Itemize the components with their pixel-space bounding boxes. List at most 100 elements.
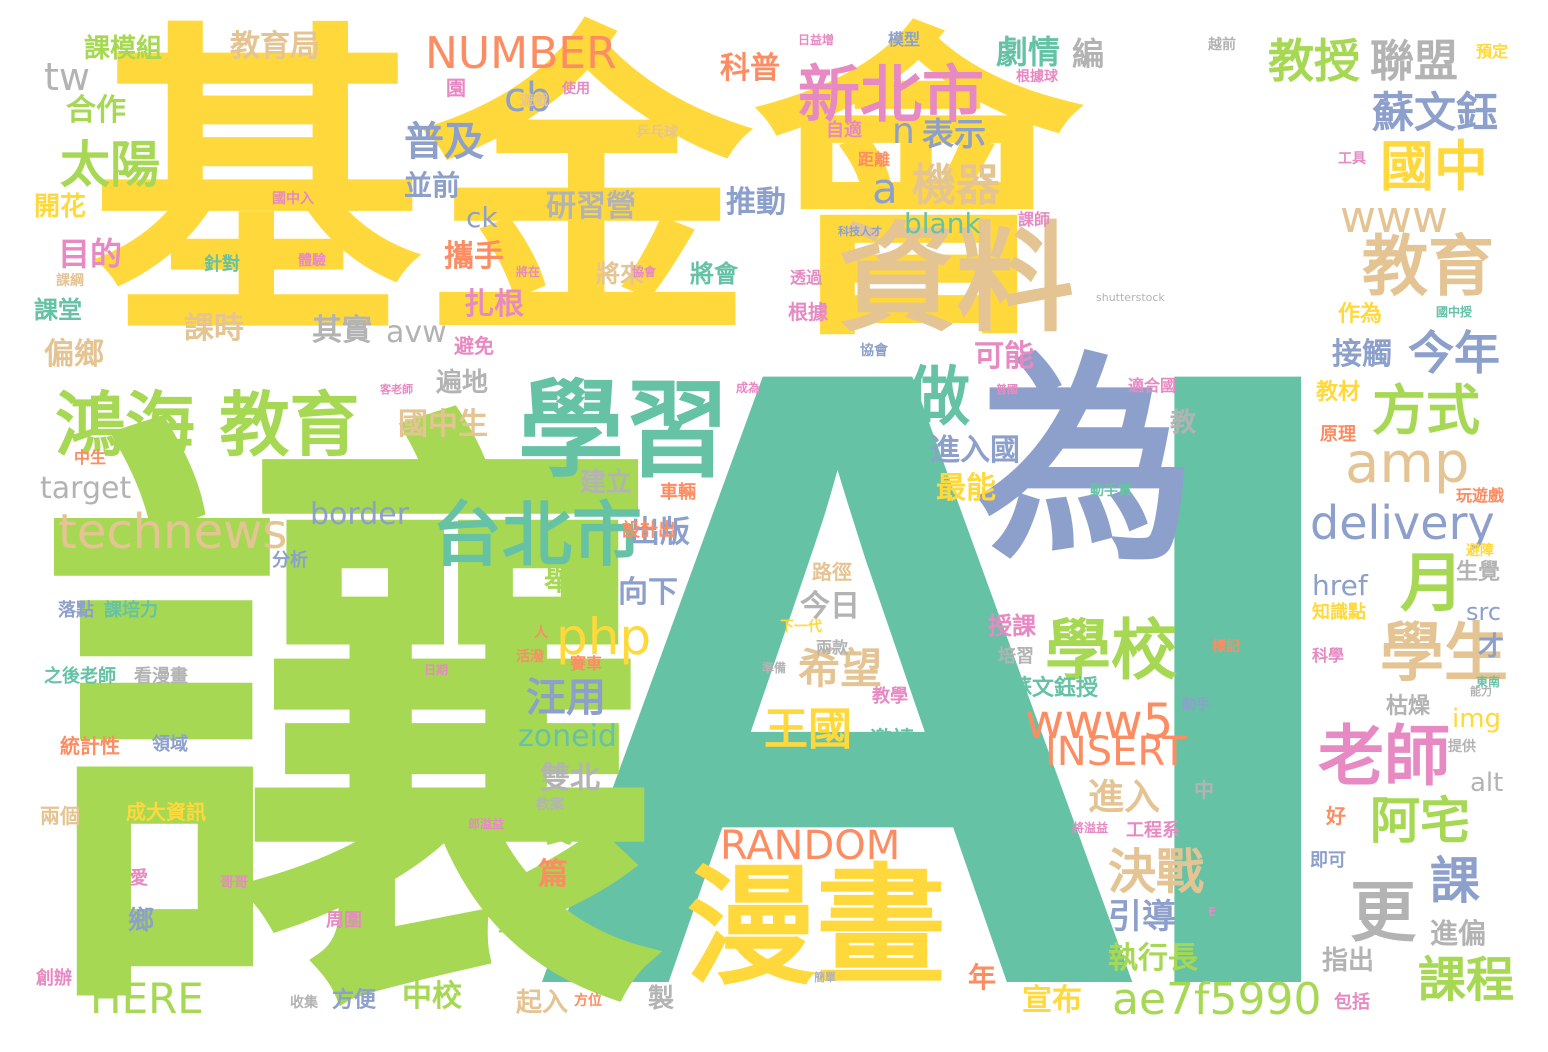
word-yuan: 園: [446, 76, 466, 100]
word-jiechu: 接觸: [1332, 337, 1392, 372]
word-ren: 人: [534, 625, 548, 641]
word-baokuo: 包括: [1334, 992, 1370, 1013]
word-liangkuan: 兩款: [816, 638, 849, 657]
word-juezhan: 決戰: [1108, 844, 1205, 900]
word-kanmanhua: 看漫畫: [134, 666, 188, 687]
word-jinru: 進入: [1088, 777, 1161, 818]
word-lingyu: 領域: [152, 734, 188, 755]
word-qiru: 起入: [516, 988, 569, 1018]
word-xiehui2: 協會: [632, 265, 657, 279]
word-zhunbei: 準備: [762, 661, 787, 675]
word-taibeishi: 台北市: [432, 494, 642, 576]
word-peixi: 培習: [998, 646, 1034, 667]
word-kexue: 科學: [1312, 646, 1345, 665]
word-taiyang: 太陽: [60, 136, 160, 194]
word-www5: www5: [1025, 694, 1174, 750]
word-manhua: 漫畫: [686, 851, 947, 1003]
word-biaoji: 標記: [1212, 639, 1240, 655]
word-ziliao: 資料: [838, 210, 1075, 348]
word-guozhong: 國中: [1380, 135, 1488, 198]
word-yueqian: 越前: [1208, 37, 1236, 53]
word-jinnian: 今年: [1408, 326, 1500, 380]
word-dongshoushi: 動手實: [1090, 483, 1132, 499]
word-fangshi: 方式: [1372, 379, 1480, 442]
word-wangyong: 汪用: [526, 675, 606, 721]
word-touguo: 透過: [790, 268, 823, 287]
word-border: border: [310, 497, 410, 532]
word-ai-love: 愛: [130, 868, 148, 889]
word-shuangbei: 雙北: [540, 761, 600, 796]
word-tigong: 提供: [1448, 739, 1476, 755]
word-jiao: 教: [1170, 408, 1197, 438]
word-www: www: [1340, 192, 1448, 243]
word-hezuo: 合作: [66, 93, 126, 128]
word-n: n: [892, 111, 915, 152]
word-tuidong: 推動: [726, 185, 786, 220]
word-wanyouxi: 玩遊戲: [1456, 486, 1505, 505]
word-zhishidian: 知識點: [1312, 602, 1366, 623]
word-number: NUMBER: [425, 28, 617, 79]
word-dongshou: 動手: [1182, 697, 1210, 713]
word-chuangban: 創辦: [36, 968, 72, 989]
word-delivery: delivery: [1310, 496, 1495, 550]
word-pian: 篇: [538, 857, 568, 892]
word-tiyan: 體驗: [298, 253, 326, 269]
word-kelaoshi: 客老師: [380, 383, 413, 396]
word-bian: 編: [1072, 35, 1105, 73]
word-shejichu: 設計出: [622, 520, 676, 541]
word-lianmeng: 聯盟: [1370, 36, 1458, 87]
word-cheliang: 車輛: [660, 482, 696, 503]
word-dongnan: 東南: [1476, 675, 1501, 689]
word-jiaocai: 教材: [1316, 380, 1361, 405]
word-yuding: 預定: [1476, 42, 1509, 61]
word-rang: 讓: [40, 369, 660, 1052]
word-suwenyushou: 蘇文鈺授: [1010, 676, 1099, 701]
word-nengli: 能力: [1470, 685, 1492, 698]
word-jinruguo: 進入國: [930, 433, 1020, 468]
word-zhuyao: 主要: [498, 912, 543, 937]
word-shouke: 授課: [988, 612, 1036, 640]
word-yindao: 引導: [1108, 897, 1176, 937]
word-tongjixing: 統計性: [60, 734, 120, 758]
word-yanxiying: 研習營: [546, 189, 636, 224]
word-amp: amp: [1345, 431, 1470, 496]
word-shiheguo: 適合國: [1128, 376, 1177, 395]
word-mudi: 目的: [58, 235, 123, 273]
word-jiaoan: 教案: [536, 797, 564, 813]
word-jianli: 建立: [580, 468, 633, 498]
word-zhihoulaoshi: 之後老師: [44, 666, 116, 687]
word-jiqi: 機器: [912, 160, 1000, 211]
word-bingqian: 並前: [404, 169, 461, 202]
word-shiyong: 使用: [562, 81, 590, 97]
word-xiang: 鄉: [128, 906, 155, 936]
word-keneng: 可能: [974, 339, 1034, 374]
word-zhang: 長: [542, 815, 572, 850]
word-juban: 舉辦: [544, 563, 604, 598]
word-technews: technews: [58, 504, 288, 560]
word-jijinhui: 基金會: [92, 0, 1082, 381]
word-zuineng: 最能: [936, 471, 996, 506]
word-kepeili: 課培力: [104, 600, 158, 621]
word-pianxiang: 偏鄉: [44, 337, 104, 372]
word-jianghui: 將會: [690, 260, 738, 288]
word-juqing: 劇情: [996, 33, 1061, 71]
word-fangbian: 方便: [332, 988, 377, 1013]
word-jinri: 今日: [800, 589, 860, 624]
word-azhai: 阿宅: [1370, 792, 1470, 850]
word-jiaoxue: 教學: [872, 686, 908, 707]
word-ai: AI: [520, 186, 1360, 1052]
word-jiangzai: 將在: [516, 265, 541, 279]
word-img: img: [1452, 704, 1502, 734]
word-xieshou: 攜手: [444, 239, 504, 274]
word-guozhongshou: 國中授: [1436, 305, 1473, 319]
word-kegang: 課綱: [56, 273, 84, 289]
word-jiaoyu: 教育: [1362, 228, 1494, 305]
word-zhongsheng: 中生: [74, 448, 107, 467]
word-zhichu: 指出: [1322, 946, 1375, 976]
word-zoneid: zoneid: [518, 719, 617, 754]
word-random: RANDOM: [720, 823, 901, 869]
word-genju: 根據: [788, 300, 828, 324]
word-shengjue: 生覺: [1456, 560, 1501, 585]
word-langyiyi: 郎溢益: [468, 817, 505, 831]
word-gongju: 工具: [1338, 151, 1366, 167]
